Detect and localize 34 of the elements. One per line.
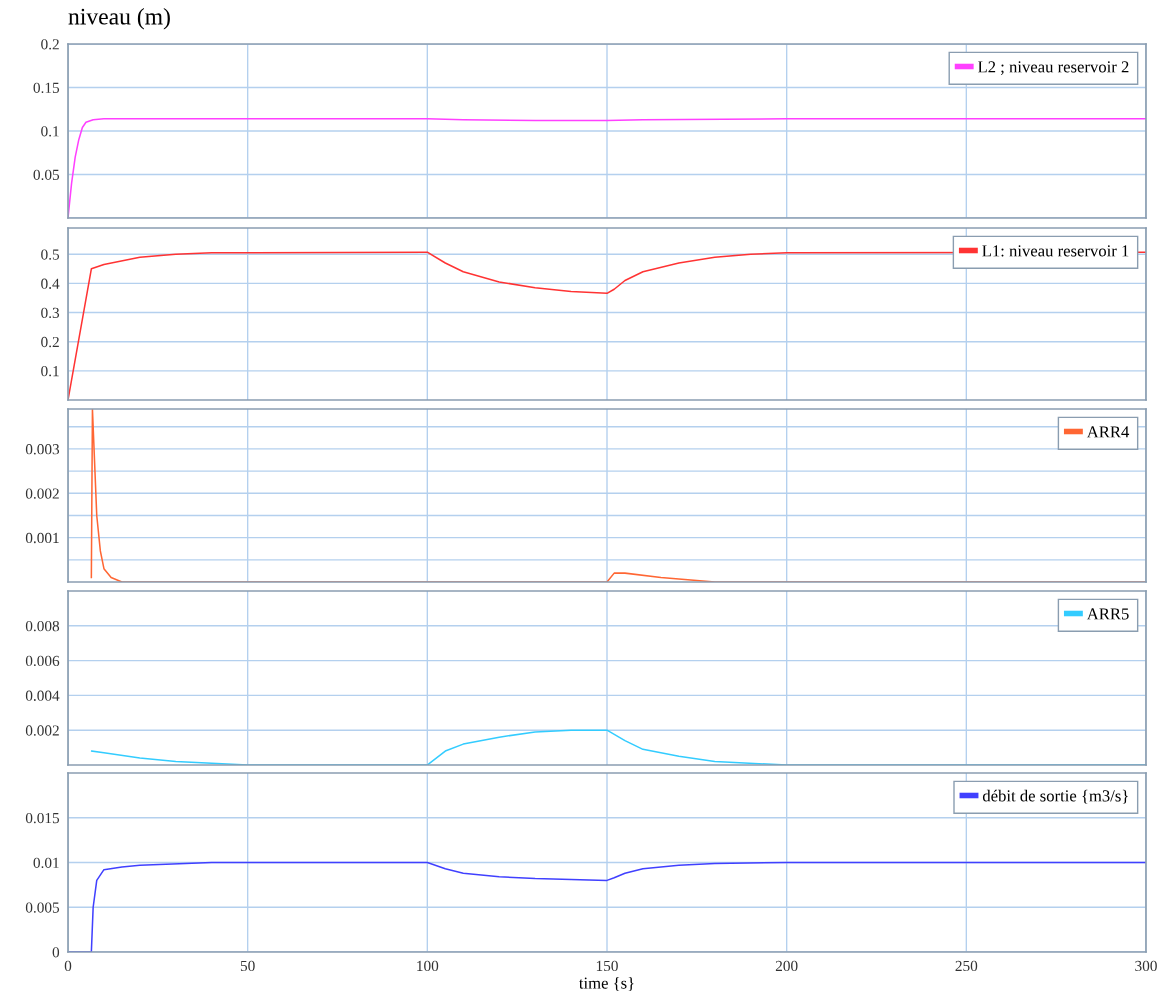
y-tick-label: 0.002 (25, 725, 59, 736)
y-tick-label: 0.002 (25, 488, 59, 499)
x-tick-label: 200 (775, 960, 798, 972)
y-tick-label: 0.1 (41, 365, 59, 377)
y-tick-label: 0.3 (41, 307, 60, 319)
y-tick-label: 0.1 (41, 126, 59, 137)
x-tick-label: 0 (64, 960, 72, 972)
y-tick-label: 0.2 (41, 336, 59, 348)
y-tick-label: 0.15 (33, 82, 60, 94)
x-axis-title: time {s} (579, 976, 634, 991)
y-tick-label: 0.008 (25, 620, 60, 632)
x-tick-label: 100 (417, 960, 439, 972)
y-tick-label: 0.003 (25, 444, 60, 455)
legend-label: L1: niveau reservoir 1 (982, 245, 1129, 257)
legend-label: ARR5 (1086, 608, 1129, 620)
y-tick-label: 0 (52, 947, 60, 958)
y-tick-label: 0.05 (33, 169, 60, 181)
y-tick-label: 0.004 (25, 690, 60, 701)
y-tick-label: 0.5 (41, 249, 60, 260)
x-tick-label: 250 (955, 960, 978, 972)
y-tick-label: 0.015 (25, 812, 60, 824)
x-tick-label: 50 (240, 960, 255, 972)
x-tick-label: 150 (596, 960, 618, 972)
legend-label: débit de sortie {m3/s} (982, 789, 1128, 804)
y-tick-label: 0.005 (25, 902, 60, 913)
y-tick-label: 0.01 (33, 857, 59, 869)
legend-label: L2 ; niveau reservoir 2 (978, 61, 1129, 75)
y-tick-label: 0.4 (41, 278, 60, 289)
y-tick-label: 0.006 (25, 655, 60, 667)
x-tick-label: 300 (1135, 960, 1157, 972)
y-tick-label: 0.001 (25, 532, 59, 544)
y-tick-label: 0.2 (41, 39, 59, 50)
chart-title: niveau (m) (68, 8, 170, 30)
legend-label: ARR4 (1086, 426, 1130, 438)
